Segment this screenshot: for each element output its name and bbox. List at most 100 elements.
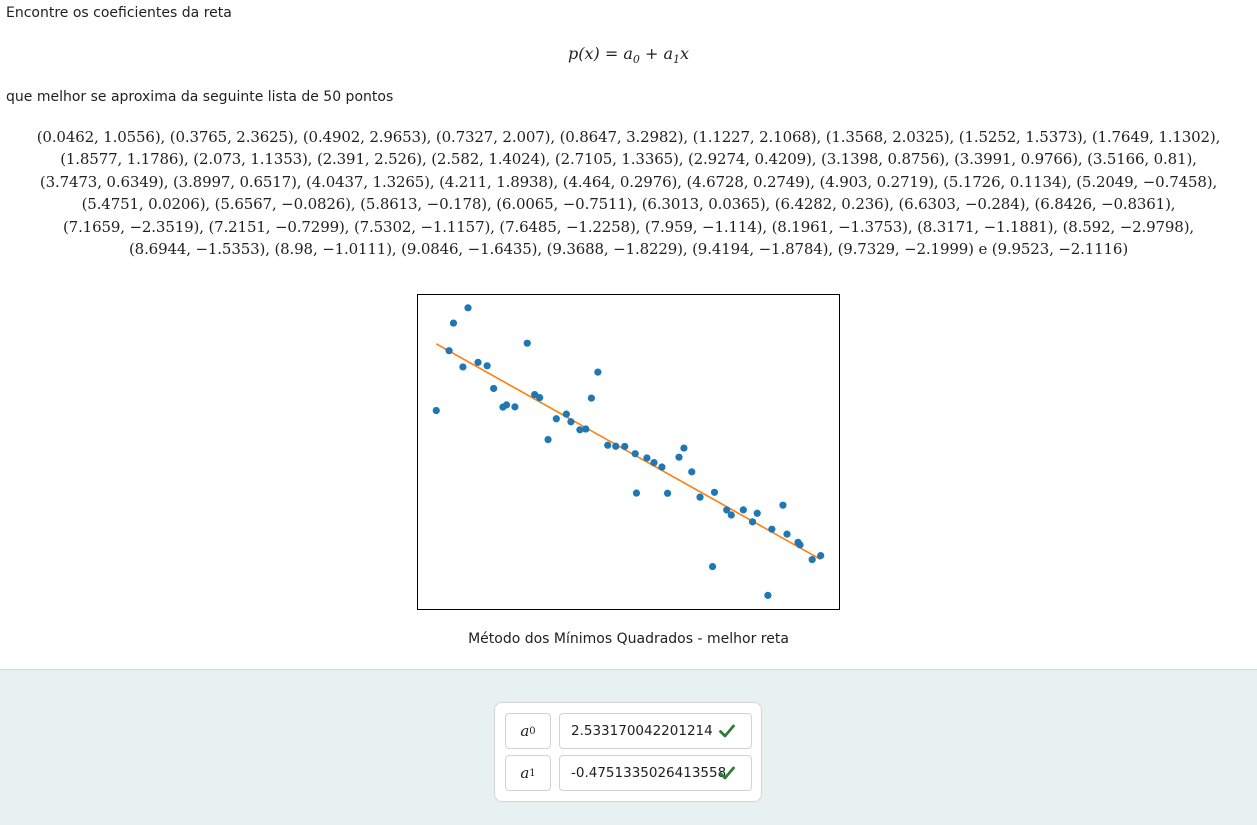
data-point bbox=[796, 541, 804, 549]
point-text: (5.8613, −0.178), bbox=[360, 195, 492, 214]
data-point bbox=[817, 551, 825, 560]
data-point bbox=[710, 488, 719, 496]
point-text: (3.1398, 0.8756), bbox=[821, 150, 950, 169]
point-text: (3.3991, 0.9766), bbox=[954, 150, 1083, 169]
point-text: (3.7473, 0.6349), bbox=[39, 172, 169, 191]
point-text: (4.0437, 1.3265), bbox=[306, 172, 435, 191]
a1-input[interactable]: -0.4751335026413558 bbox=[559, 755, 752, 791]
points-list: (0.0462, 1.0556), (0.3765, 2.3625), (0.4… bbox=[36, 128, 1221, 259]
data-point bbox=[783, 530, 791, 538]
a1-value: -0.4751335026413558 bbox=[571, 765, 727, 781]
data-point bbox=[536, 394, 544, 402]
point-text: (0.4902, 2.9653), bbox=[302, 128, 432, 146]
equation: p(x) = a0 + a1x bbox=[567, 44, 690, 67]
data-point bbox=[768, 525, 776, 533]
point-text: (2.582, 1.4024), bbox=[431, 150, 551, 169]
point-text: (4.6728, 0.2749), bbox=[686, 172, 815, 191]
data-point bbox=[576, 426, 584, 434]
data-point bbox=[445, 347, 453, 355]
data-point bbox=[688, 468, 696, 476]
point-text: (0.3765, 2.3625), bbox=[169, 128, 299, 146]
point-text: (2.7105, 1.3365), bbox=[554, 150, 684, 169]
point-text: (1.3568, 2.0325), bbox=[825, 128, 955, 146]
data-point bbox=[511, 403, 519, 411]
data-point bbox=[808, 556, 816, 564]
data-point bbox=[544, 435, 552, 444]
fit-line bbox=[435, 343, 822, 561]
data-point bbox=[696, 493, 704, 501]
data-point bbox=[631, 450, 639, 458]
data-point bbox=[567, 418, 575, 426]
data-point bbox=[483, 362, 491, 370]
point-text: (6.0065, −0.7511), bbox=[496, 195, 638, 214]
data-point bbox=[753, 509, 761, 517]
data-point bbox=[449, 319, 458, 327]
point-text: (2.9274, 0.4209), bbox=[687, 150, 817, 169]
point-text: (9.3688, −1.8229), bbox=[546, 240, 688, 259]
list-intro: que melhor se aproxima da seguinte lista… bbox=[6, 89, 394, 105]
data-point bbox=[727, 511, 735, 519]
data-point bbox=[587, 394, 595, 402]
point-text: (5.1726, 0.1134), bbox=[943, 172, 1072, 191]
a0-input[interactable]: 2.533170042201214 bbox=[559, 713, 752, 749]
point-text: (7.1659, −2.3519), bbox=[62, 217, 204, 236]
data-point bbox=[675, 453, 683, 461]
data-point bbox=[594, 368, 602, 376]
data-point bbox=[490, 384, 498, 393]
point-text: (5.2049, −0.7458), bbox=[1076, 172, 1218, 191]
point-text: (9.0846, −1.6435), bbox=[401, 240, 542, 259]
point-text: (1.8577, 1.1786), bbox=[60, 150, 189, 169]
question-intro: Encontre os coeficientes da reta bbox=[6, 5, 232, 21]
data-point bbox=[643, 454, 651, 462]
point-text: (2.391, 2.526), bbox=[316, 150, 427, 169]
point-text: (4.211, 1.8938), bbox=[439, 172, 559, 191]
point-text: (0.7327, 2.007), bbox=[435, 128, 555, 146]
data-point bbox=[708, 562, 717, 571]
data-point bbox=[459, 363, 467, 371]
data-point bbox=[502, 401, 511, 409]
data-point bbox=[680, 444, 688, 452]
point-text: (1.7649, 1.1302), bbox=[1091, 128, 1221, 146]
data-point bbox=[604, 441, 612, 449]
point-text: (8.592, −2.9798), bbox=[1062, 217, 1195, 236]
data-point bbox=[464, 304, 472, 312]
point-text: (7.959, −1.114), bbox=[644, 217, 767, 236]
data-point bbox=[621, 442, 629, 451]
point-text: (6.3013, 0.0365), bbox=[641, 195, 771, 214]
point-text: (8.98, −1.0111), bbox=[274, 240, 397, 259]
point-text: (9.9523, −2.1116) bbox=[991, 240, 1129, 259]
point-text: (8.3171, −1.1881), bbox=[917, 217, 1058, 236]
chart-caption: Método dos Mínimos Quadrados - melhor re… bbox=[468, 631, 789, 647]
check-icon bbox=[719, 724, 735, 738]
point-text: (1.1227, 2.1068), bbox=[692, 128, 822, 146]
data-point bbox=[582, 425, 590, 433]
data-point bbox=[474, 358, 482, 366]
point-text: (5.6567, −0.0826), bbox=[214, 195, 356, 214]
point-text: (6.8426, −0.8361), bbox=[1034, 195, 1176, 214]
data-point bbox=[432, 406, 440, 415]
data-point bbox=[632, 489, 641, 497]
point-text: (4.903, 0.2719), bbox=[819, 172, 939, 191]
point-text: (9.4194, −1.8784), bbox=[692, 240, 833, 259]
point-text: (8.6944, −1.5353), bbox=[128, 240, 270, 259]
data-point bbox=[650, 459, 658, 467]
data-point bbox=[552, 415, 560, 423]
data-point bbox=[658, 463, 666, 471]
point-text: (3.8997, 0.6517), bbox=[172, 172, 302, 191]
point-text: (0.8647, 3.2982), bbox=[559, 128, 689, 146]
point-text: (7.5302, −1.1157), bbox=[353, 217, 495, 236]
point-text: (8.1961, −1.3753), bbox=[771, 217, 913, 236]
data-point bbox=[523, 339, 531, 347]
point-text: (7.6485, −1.2258), bbox=[499, 217, 641, 236]
point-text: (5.4751, 0.0206), bbox=[81, 195, 211, 214]
data-point bbox=[779, 501, 787, 509]
check-icon bbox=[719, 766, 735, 780]
a0-value: 2.533170042201214 bbox=[571, 723, 713, 739]
point-text: (6.4282, 0.236), bbox=[774, 195, 894, 214]
point-text: (2.073, 1.1353), bbox=[193, 150, 313, 169]
data-point bbox=[562, 410, 570, 418]
